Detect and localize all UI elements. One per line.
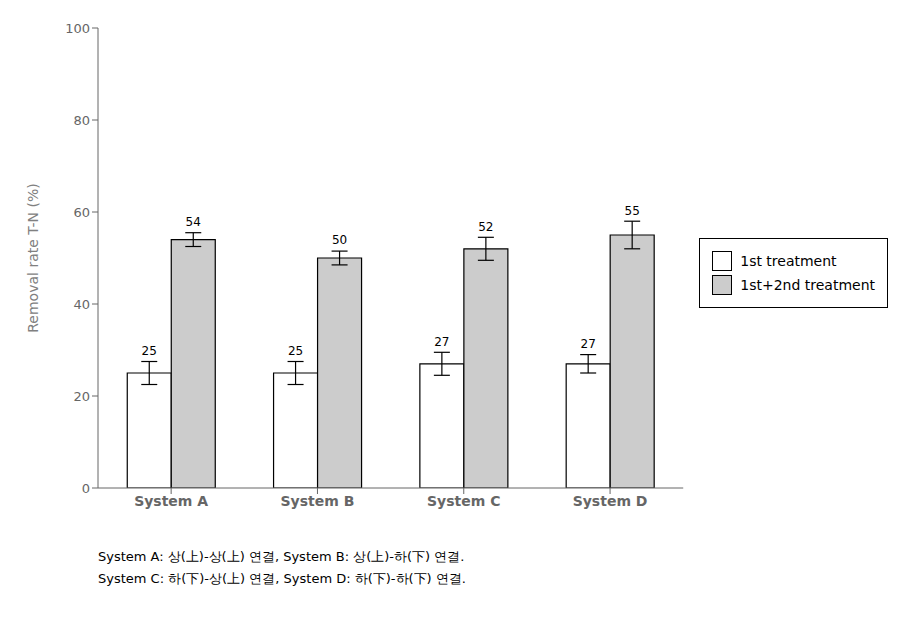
svg-text:System A: System A [134,493,208,509]
svg-text:System C: System C [427,493,500,509]
svg-text:52: 52 [478,220,493,234]
svg-text:54: 54 [186,215,201,229]
svg-text:27: 27 [434,335,449,349]
svg-text:Removal rate T-N (%): Removal rate T-N (%) [25,183,41,332]
html-text:System A: 상(上)-상(上) 연결, System: System A: 상(上)-상(上) 연결, System B: 상(上)-하… [98,549,465,564]
svg-text:20: 20 [73,389,90,404]
svg-text:80: 80 [73,113,90,128]
svg-text:100: 100 [65,21,90,36]
svg-text:System D: System D [573,493,648,509]
svg-text:50: 50 [332,233,347,247]
svg-text:0: 0 [82,481,90,496]
svg-text:27: 27 [581,337,596,351]
svg-text:System B: System B [281,493,355,509]
html-text:System C: 하(下)-상(上) 연결, System: System C: 하(下)-상(上) 연결, System D: 하(下)-하… [98,571,466,586]
svg-text:40: 40 [73,297,90,312]
svg-text:60: 60 [73,205,90,220]
html-text:1st treatment: 1st treatment [740,253,837,269]
svg-text:25: 25 [142,344,157,358]
svg-text:25: 25 [288,344,303,358]
svg-text:55: 55 [625,204,640,218]
html-text:1st+2nd treatment: 1st+2nd treatment [740,277,875,293]
